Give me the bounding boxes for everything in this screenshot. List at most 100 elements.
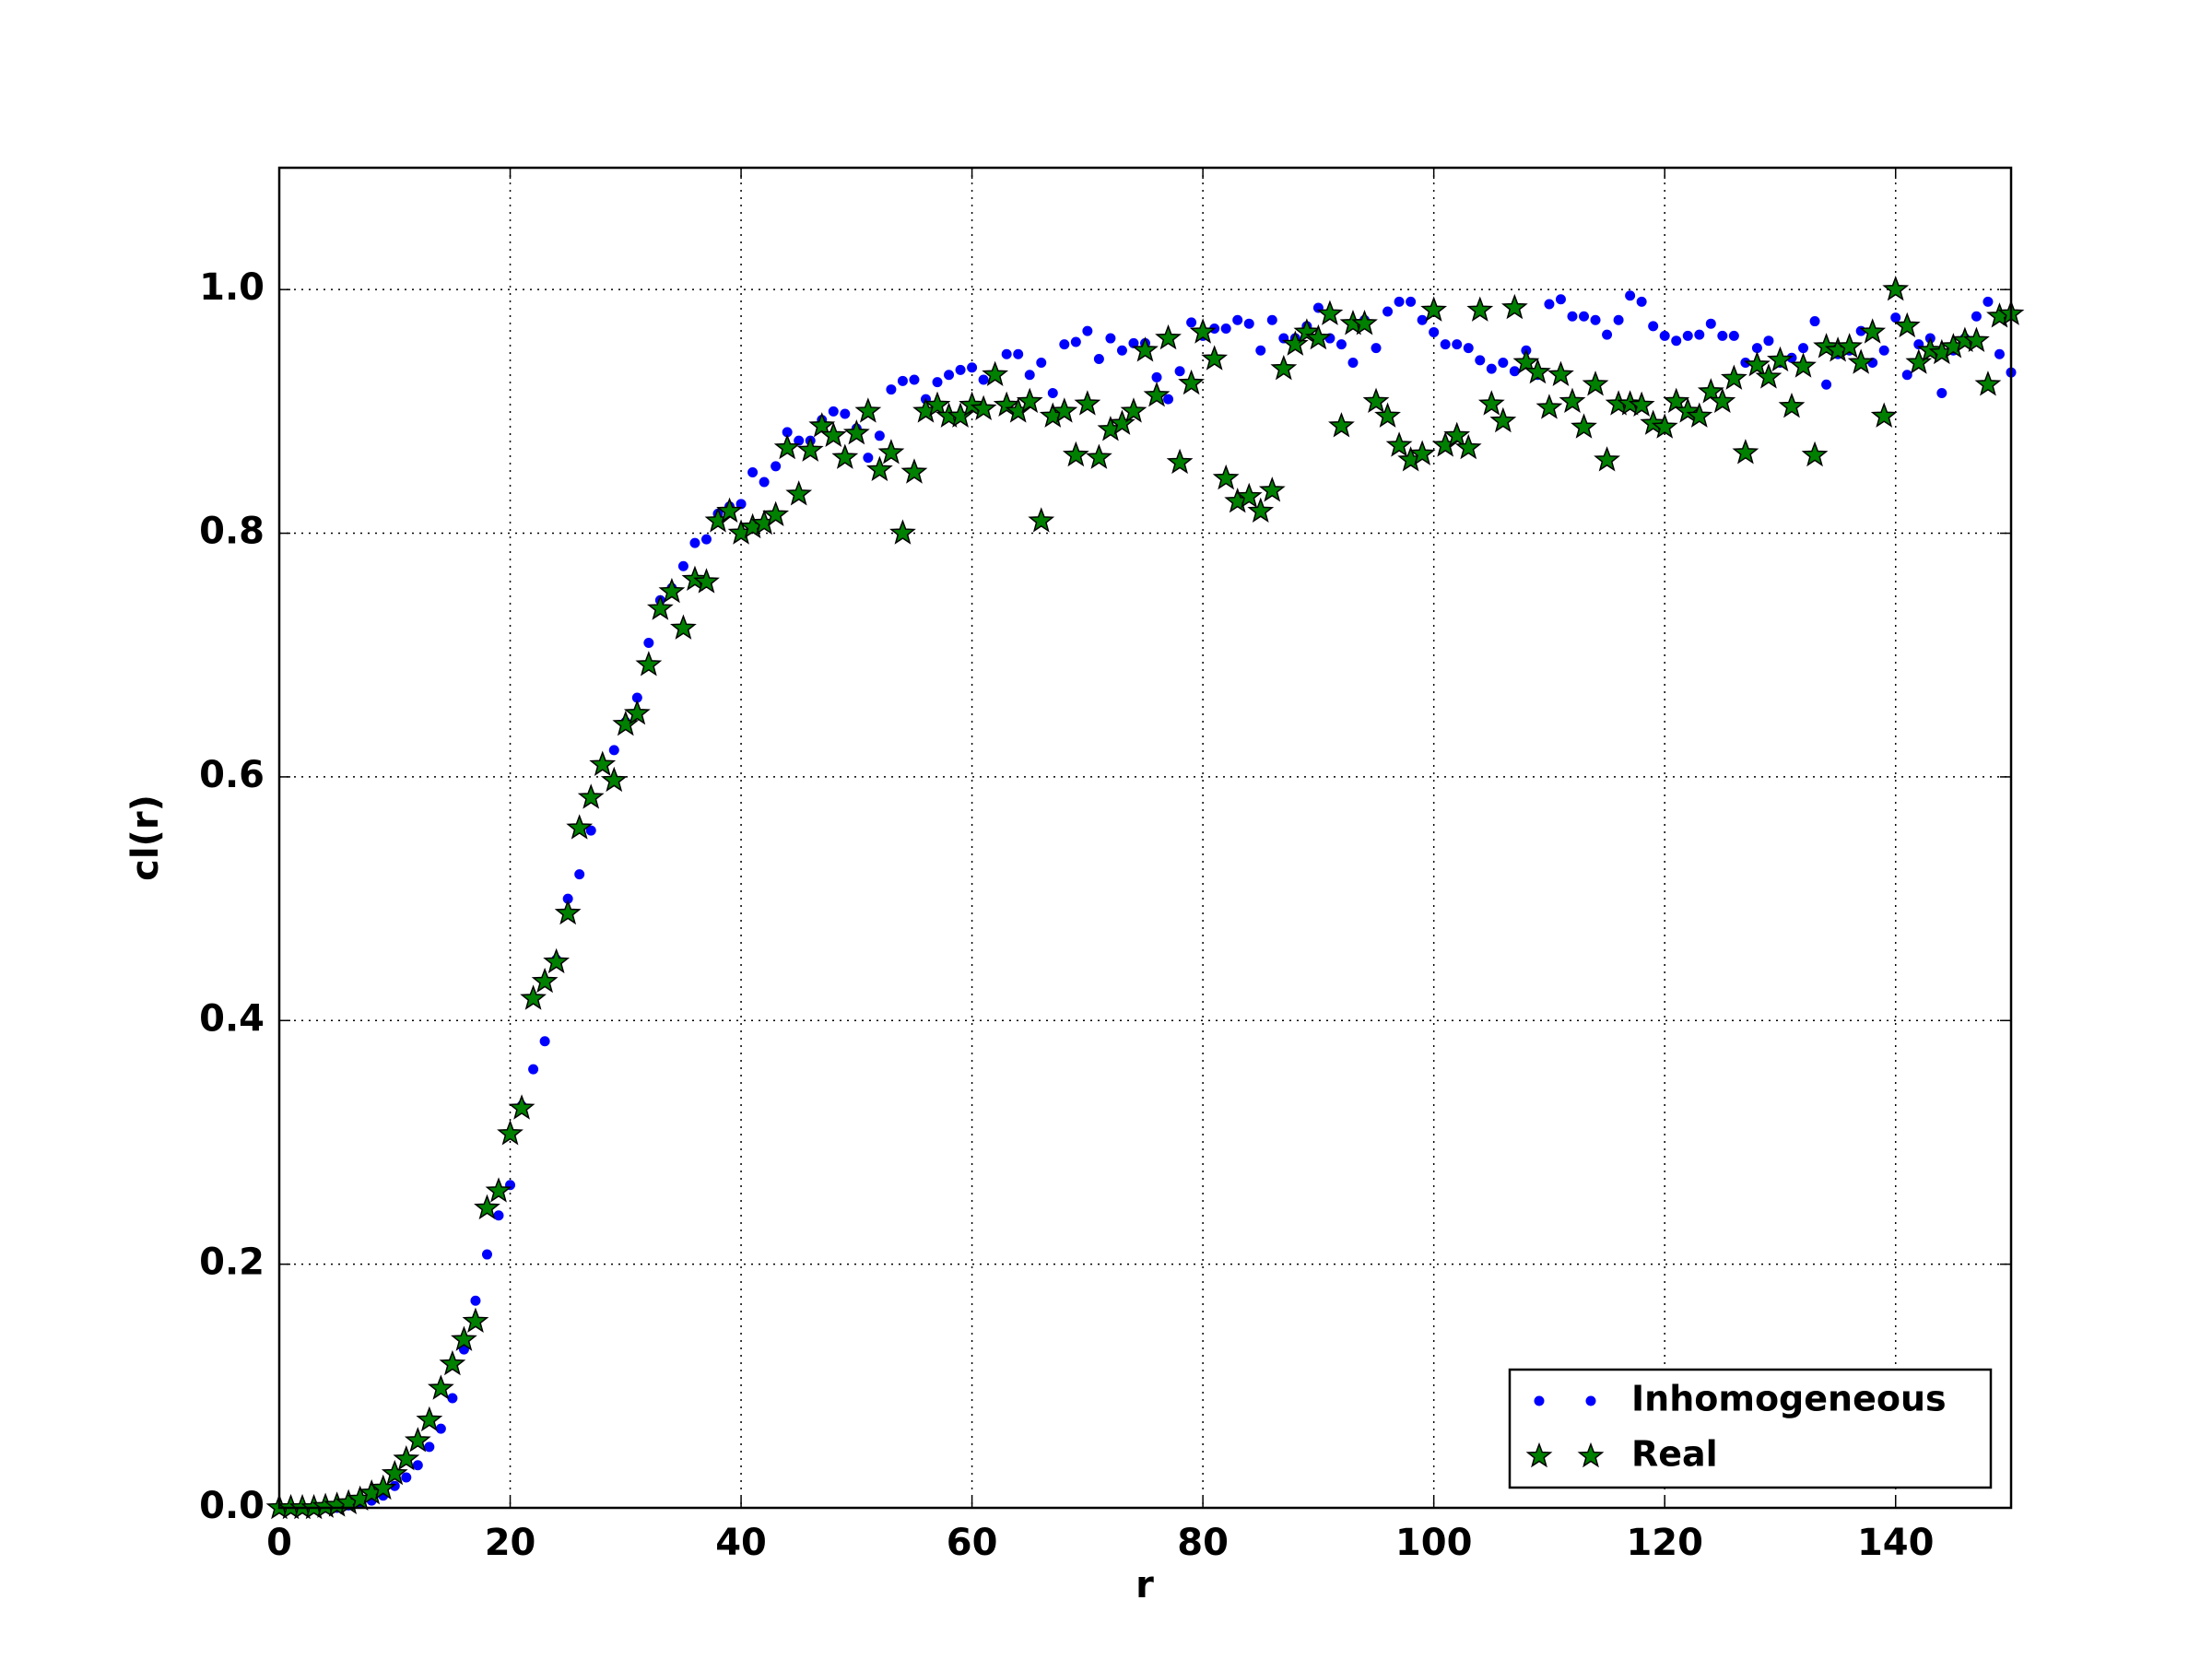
scatter-point	[1836, 333, 1864, 359]
scatter-point	[1463, 343, 1474, 354]
scatter-point	[1166, 448, 1194, 475]
scatter-point	[1255, 345, 1266, 356]
scatter-point	[689, 537, 700, 548]
scatter-point	[794, 435, 805, 446]
scatter-point	[1105, 333, 1116, 344]
scatter-point	[955, 364, 966, 375]
scatter-point	[1466, 296, 1494, 322]
scatter-point	[1648, 321, 1659, 332]
scatter-point	[462, 1307, 489, 1334]
scatter-point	[1070, 336, 1081, 347]
scatter-point	[1732, 439, 1759, 465]
scatter-point	[886, 384, 897, 395]
scatter-point	[1717, 330, 1728, 341]
scatter-point	[1628, 391, 1655, 418]
scatter-point	[1016, 387, 1043, 414]
scatter-point	[1971, 311, 1982, 322]
scatter-point	[944, 370, 955, 381]
y-axis-label: cl(r)	[124, 794, 167, 881]
scatter-point	[1686, 402, 1713, 428]
scatter-point	[1613, 314, 1624, 325]
legend-label: Real	[1631, 1434, 1718, 1475]
scatter-point	[447, 1393, 458, 1404]
scatter-point	[643, 638, 654, 649]
scatter-point	[1266, 314, 1277, 325]
scatter-point	[1847, 348, 1875, 374]
scatter-point	[1893, 312, 1921, 338]
scatter-point	[1335, 339, 1347, 350]
scatter-point	[970, 394, 997, 420]
scatter-point	[716, 497, 743, 524]
scatter-point	[401, 1472, 412, 1483]
scatter-point	[1382, 306, 1394, 317]
scatter-point	[424, 1441, 435, 1453]
scatter-point	[1082, 325, 1093, 336]
scatter-point	[1235, 482, 1263, 509]
scatter-point	[909, 374, 920, 385]
scatter-point	[1351, 310, 1378, 335]
scatter-point	[1547, 360, 1574, 386]
scatter-point	[608, 745, 619, 756]
scatter-point	[1201, 345, 1229, 371]
scatter-point	[1509, 366, 1520, 377]
scatter-point	[1498, 357, 1509, 368]
scatter-point	[1728, 330, 1739, 341]
x-tick-label: 140	[1857, 1522, 1935, 1564]
x-tick-label: 40	[715, 1522, 767, 1564]
scatter-point	[1663, 387, 1690, 414]
scatter-point	[1524, 358, 1551, 384]
scatter-point	[416, 1406, 443, 1432]
plot-frame	[277, 166, 2013, 1510]
scatter-point	[1143, 382, 1171, 407]
scatter-point	[543, 947, 571, 974]
scatter-point	[967, 362, 978, 373]
scatter-point	[520, 984, 547, 1010]
scatter-point	[1720, 364, 1747, 390]
scatter-point	[1544, 299, 1555, 310]
scatter-point	[1109, 409, 1135, 435]
scatter-point	[1163, 394, 1174, 405]
scatter-point	[1174, 366, 1185, 377]
scatter-point	[451, 1325, 477, 1351]
scatter-point	[1555, 294, 1566, 305]
scatter-point	[1790, 352, 1817, 378]
scatter-point	[1697, 378, 1724, 404]
scatter-point	[1475, 355, 1486, 366]
scatter-point	[1270, 354, 1298, 381]
scatter-point	[762, 500, 790, 526]
scatter-point	[1051, 397, 1078, 423]
scatter-point	[897, 375, 908, 386]
legend-marker	[1585, 1395, 1596, 1406]
legend-box	[1508, 1368, 1993, 1489]
scatter-point	[1443, 421, 1471, 448]
scatter-point	[1809, 316, 1820, 327]
scatter-point	[435, 1423, 446, 1434]
scatter-point	[735, 499, 747, 510]
scatter-point	[1798, 343, 1809, 354]
legend-marker	[1534, 1395, 1545, 1406]
scatter-point	[1347, 357, 1359, 368]
scatter-point	[854, 397, 882, 423]
scatter-point	[1602, 329, 1613, 340]
scatter-point	[874, 430, 885, 441]
scatter-point	[932, 377, 943, 388]
scatter-point	[1890, 312, 1901, 324]
scatter-point	[1085, 443, 1112, 469]
scatter-point	[1093, 354, 1104, 365]
x-tick-label: 80	[1177, 1522, 1229, 1564]
scatter-point	[771, 461, 782, 472]
scatter-point	[1013, 348, 1024, 359]
scatter-point	[1074, 390, 1101, 416]
x-axis-label: r	[1135, 1564, 1154, 1606]
scatter-point	[1512, 348, 1540, 374]
scatter-point	[1705, 318, 1716, 329]
scatter-point	[1579, 311, 1590, 322]
scatter-point	[1440, 339, 1451, 350]
scatter-point	[1674, 397, 1701, 423]
y-tick-label: 0.0	[199, 1485, 265, 1527]
scatter-point	[1408, 440, 1436, 465]
scatter-point	[1870, 402, 1898, 428]
scatter-point	[1813, 333, 1840, 359]
scatter-point	[1189, 318, 1217, 344]
